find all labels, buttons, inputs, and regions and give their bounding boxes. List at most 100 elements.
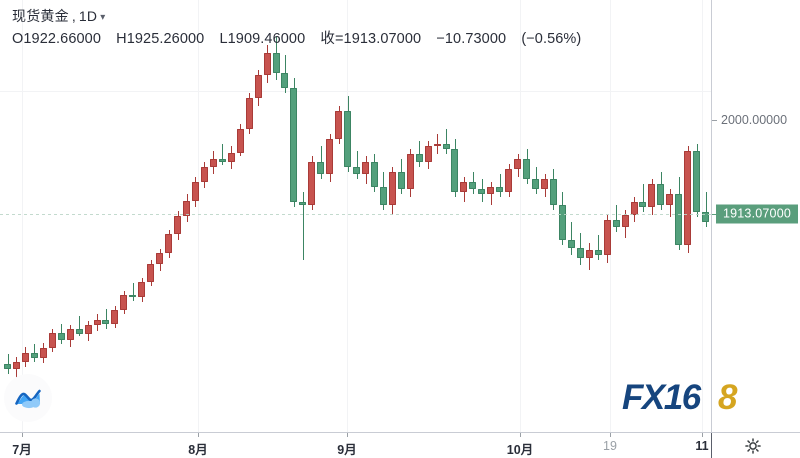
candlestick-body [487, 186, 494, 195]
price-axis[interactable]: 2000.00000 1913.07000 [711, 0, 800, 432]
candlestick-body [273, 52, 280, 73]
candlestick-body [147, 264, 154, 282]
vertical-gridline [347, 0, 348, 432]
candlestick-body [639, 202, 646, 208]
candlestick-body [505, 169, 512, 192]
vertical-gridline [22, 0, 23, 432]
candlestick-body [174, 216, 181, 234]
candlestick-body [541, 179, 548, 190]
chevron-down-icon[interactable]: ▾ [100, 11, 106, 23]
candlestick-body [94, 319, 101, 325]
candlestick-body [76, 328, 83, 334]
candlestick-body [264, 52, 271, 76]
candlestick-body [299, 202, 306, 205]
ohlc-legend: O1922.66000 H1925.26000 L1909.46000 收=19… [12, 27, 581, 48]
candlestick-body [85, 324, 92, 334]
horizontal-gridline [0, 91, 711, 92]
candlestick-body [58, 332, 65, 341]
candlestick-body [246, 98, 253, 129]
vertical-gridline [520, 0, 521, 432]
candlestick-wick [500, 174, 501, 198]
candlestick-body [398, 171, 405, 190]
candlestick-body [595, 250, 602, 256]
candlestick-body [559, 204, 566, 241]
candlestick-body [31, 352, 38, 358]
candlestick-body [4, 364, 11, 370]
vertical-gridline [610, 0, 611, 432]
candlestick-body [648, 184, 655, 208]
time-axis-tick [610, 433, 611, 437]
candlestick-body [434, 143, 441, 147]
candlestick-wick [643, 184, 644, 213]
candlestick-body [425, 146, 432, 162]
candlestick-body [67, 328, 74, 341]
current-price-badge[interactable]: 1913.07000 [716, 204, 798, 224]
interval-label[interactable]: 1D [78, 8, 98, 24]
candlestick-wick [437, 133, 438, 154]
candlestick-body [111, 309, 118, 324]
candlestick-series [4, 37, 709, 380]
time-axis-label: 19 [603, 439, 617, 453]
candlestick-wick [8, 354, 9, 375]
candlestick-body [622, 214, 629, 228]
candlestick-body [550, 179, 557, 205]
candlestick-wick [446, 128, 447, 154]
candlestick-body [201, 166, 208, 182]
candlestick-body [210, 159, 217, 167]
ohlc-low: L1909.46000 [219, 31, 306, 47]
time-axis-label: 7月 [12, 443, 32, 457]
candlestick-body [532, 179, 539, 190]
candlestick-body [693, 151, 700, 213]
candlestick-body [13, 361, 20, 370]
tradingview-logo[interactable] [4, 374, 52, 422]
candlestick-body [326, 138, 333, 175]
candlestick-body [613, 219, 620, 228]
candlestick-wick [133, 283, 134, 301]
candlestick-body [317, 161, 324, 175]
candlestick-body [586, 250, 593, 258]
candlestick-body [604, 219, 611, 256]
time-axis-tick [520, 433, 521, 437]
symbol-title-bar[interactable]: 现货黄金 , 1D ▾ [12, 6, 105, 26]
price-axis-tick [712, 120, 717, 121]
chart-plot-area[interactable] [0, 0, 711, 432]
candlestick-body [281, 72, 288, 89]
candlestick-body [657, 184, 664, 205]
candlestick-body [380, 186, 387, 205]
candlestick-body [344, 110, 351, 167]
ohlc-close: 收=1913.07000 [320, 31, 422, 47]
vertical-gridline [198, 0, 199, 432]
candlestick-body [138, 281, 145, 298]
time-axis[interactable]: 7月 8月 9月 10月 19 11 [0, 432, 800, 458]
candlestick-body [49, 332, 56, 348]
candlestick-body [219, 159, 226, 162]
candlestick-body [451, 148, 458, 192]
time-axis-tick [198, 433, 199, 437]
time-axis-label: 11 [695, 439, 709, 453]
candlestick-body [389, 171, 396, 205]
candlestick-body [568, 240, 575, 248]
candlestick-wick [598, 235, 599, 261]
current-price-line [0, 214, 711, 215]
candlestick-body [255, 75, 262, 99]
candlestick-body [228, 152, 235, 162]
candlestick-body [371, 161, 378, 187]
candlestick-body [22, 352, 29, 362]
candlestick-body [165, 233, 172, 253]
candlestick-body [102, 319, 109, 324]
gear-icon[interactable] [744, 437, 762, 455]
candlestick-wick [357, 151, 358, 180]
candlestick-wick [616, 204, 617, 233]
candlestick-wick [222, 143, 223, 166]
axis-divider [711, 433, 712, 458]
time-axis-label: 8月 [188, 443, 208, 457]
candlestick-body [684, 151, 691, 246]
candlestick-body [514, 159, 521, 170]
time-axis-tick [22, 433, 23, 437]
candlestick-body [478, 189, 485, 195]
candlestick-wick [706, 191, 707, 228]
candlestick-body [577, 247, 584, 258]
candlestick-body [192, 181, 199, 201]
price-axis-label: 2000.00000 [721, 113, 788, 127]
symbol-name: 现货黄金 [12, 8, 69, 24]
